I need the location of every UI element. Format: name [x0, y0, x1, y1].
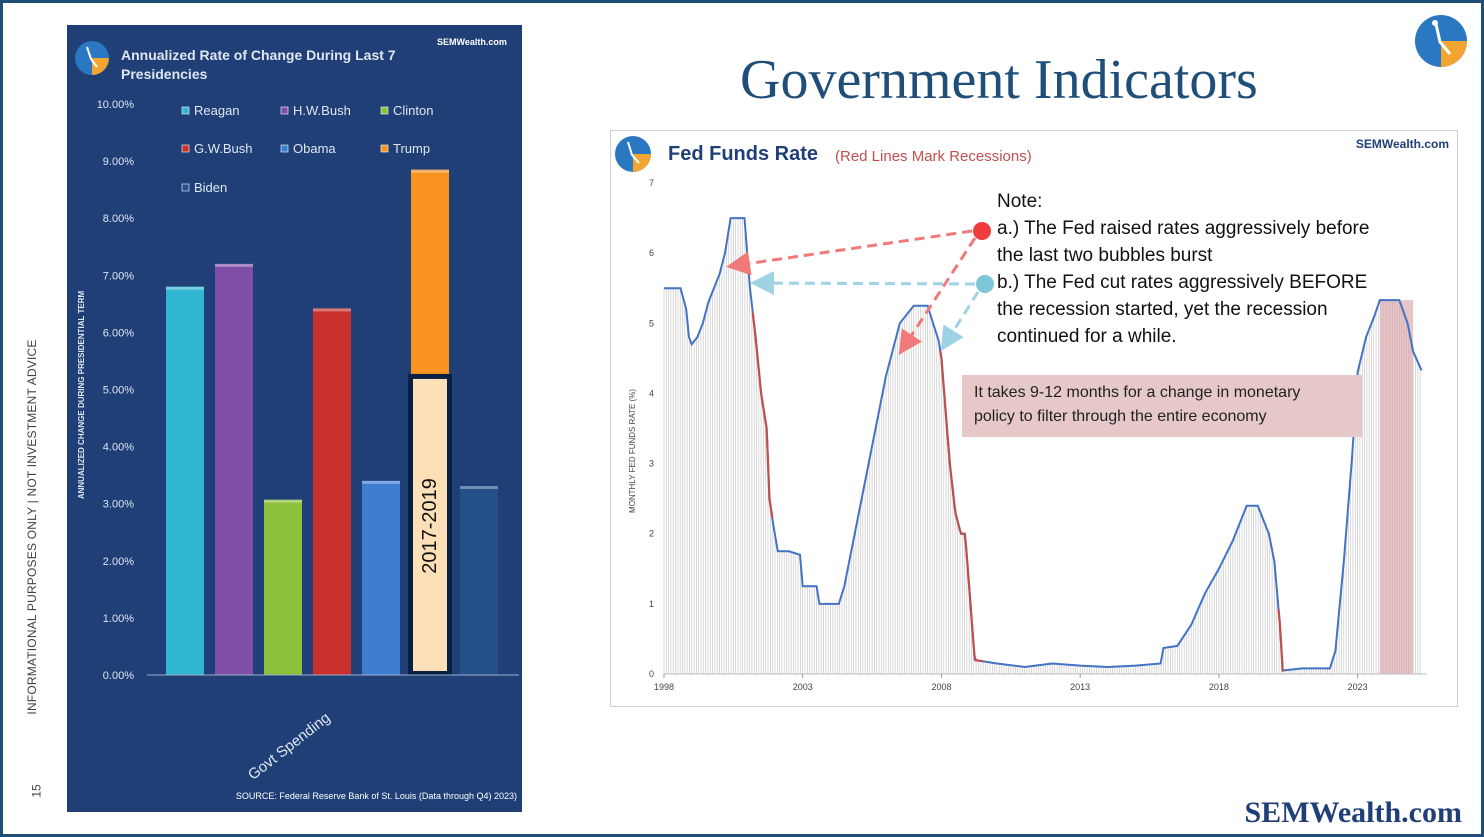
- y-tick-label: 2.00%: [103, 556, 134, 568]
- monthly-rate-bars: [663, 218, 1421, 674]
- legend-label-trump[interactable]: Trump: [393, 141, 430, 156]
- note-b-line3: continued for a while.: [997, 326, 1177, 347]
- fed-x-tick-label: 2013: [1070, 682, 1090, 692]
- y-axis-title: ANNUALIZED CHANGE DURING PRESIDENTIAL TE…: [77, 291, 86, 500]
- legend-label-gwbush[interactable]: G.W.Bush: [194, 141, 253, 156]
- fed-y-tick-label: 5: [649, 318, 654, 328]
- legend-label-clinton[interactable]: Clinton: [393, 103, 433, 118]
- bar-reagan[interactable]: [166, 286, 204, 675]
- fed-x-tick-label: 2018: [1209, 682, 1229, 692]
- monetary-policy-note: It takes 9-12 months for a change in mon…: [962, 375, 1362, 437]
- note-b-line2: the recession started, yet the recession: [997, 299, 1328, 320]
- bar-obama[interactable]: [362, 480, 400, 675]
- bar-highlight: [313, 308, 351, 312]
- bar-highlight: [362, 480, 400, 484]
- y-tick-label: 9.00%: [103, 156, 134, 168]
- monetary-line1: It takes 9-12 months for a change in mon…: [974, 384, 1301, 401]
- chart-site-label: SEMWealth.com: [437, 37, 507, 47]
- y-tick-label: 1.00%: [103, 613, 134, 625]
- fed-x-tick-label: 2023: [1348, 682, 1368, 692]
- fed-logo-icon: [615, 136, 651, 172]
- bar-clinton[interactable]: [264, 499, 302, 675]
- legend-label-hwbush[interactable]: H.W.Bush: [293, 103, 351, 118]
- semwealth-logo-icon: [1415, 15, 1467, 67]
- source-note: SOURCE: Federal Reserve Bank of St. Loui…: [236, 791, 517, 801]
- chart-title-line1: Annualized Rate of Change During Last 7: [121, 47, 396, 63]
- legend-label-obama[interactable]: Obama: [293, 141, 336, 156]
- logo-icon: [75, 41, 109, 75]
- fed-chart-subtitle: (Red Lines Mark Recessions): [835, 148, 1032, 165]
- recession-segment-3: [1277, 609, 1285, 672]
- y-tick-label: 10.00%: [97, 99, 135, 111]
- legend-swatch: [181, 183, 190, 192]
- fed-site-label: SEMWealth.com: [1355, 137, 1449, 151]
- bar-biden[interactable]: [460, 485, 498, 675]
- shaded-current-period: [1379, 300, 1414, 674]
- legend-swatch: [380, 144, 389, 153]
- note-a-line2: the last two bubbles burst: [997, 245, 1213, 266]
- legend-label-biden[interactable]: Biden: [194, 180, 227, 195]
- legend-swatch: [181, 106, 190, 115]
- fed-y-tick-label: 6: [649, 248, 654, 258]
- legend-swatch: [280, 106, 289, 115]
- fed-y-axis-title: MONTHLY FED FUNDS RATE (%): [628, 389, 637, 513]
- fed-y-tick-label: 3: [649, 459, 654, 469]
- bar-highlight: [460, 485, 498, 489]
- bar-highlight: [264, 499, 302, 503]
- note-heading: Note:: [997, 191, 1043, 212]
- legend-swatch: [380, 106, 389, 115]
- page-number: 15: [29, 784, 44, 798]
- note-a-line1: a.) The Fed raised rates aggressively be…: [997, 218, 1370, 239]
- fed-y-tick-label: 4: [649, 388, 654, 398]
- y-tick-label: 0.00%: [103, 670, 134, 682]
- recession-segment-2: [939, 349, 984, 663]
- annotation-label: 2017-2019: [419, 478, 441, 574]
- bar-gwbush[interactable]: [313, 308, 351, 675]
- brand-footer: SEMWealth.com: [1244, 796, 1463, 829]
- govt-spending-chart-panel: Annualized Rate of Change During Last 7 …: [67, 25, 522, 812]
- fed-y-tick-label: 7: [649, 178, 654, 188]
- y-tick-label: 8.00%: [103, 213, 134, 225]
- fed-chart-title: Fed Funds Rate: [668, 143, 819, 165]
- fed-x-tick-label: 1998: [654, 682, 674, 692]
- fed-y-tick-label: 2: [649, 529, 654, 539]
- fed-y-tick-label: 0: [649, 669, 654, 679]
- fed-x-tick-label: 2008: [931, 682, 951, 692]
- page-title: Government Indicators: [740, 49, 1258, 111]
- chart-title-line2: Presidencies: [121, 66, 208, 82]
- bar-highlight: [166, 286, 204, 290]
- legend-swatch: [181, 144, 190, 153]
- bar-highlight: [215, 263, 253, 267]
- fed-y-tick-label: 1: [649, 599, 654, 609]
- y-tick-label: 5.00%: [103, 385, 134, 397]
- disclaimer-text: INFORMATIONAL PURPOSES ONLY | NOT INVEST…: [25, 339, 39, 715]
- monetary-line2: policy to filter through the entire econ…: [974, 408, 1267, 425]
- note-block: Note: a.) The Fed raised rates aggressiv…: [997, 188, 1369, 350]
- bar-highlight: [411, 169, 449, 173]
- note-b-line1: b.) The Fed cut rates aggressively BEFOR…: [997, 272, 1368, 293]
- fed-x-tick-label: 2003: [793, 682, 813, 692]
- govt-spending-chart: Annualized Rate of Change During Last 7 …: [75, 37, 519, 801]
- annotation-box: [413, 378, 447, 671]
- x-axis-category-label: Govt Spending: [245, 709, 334, 784]
- legend-swatch: [280, 144, 289, 153]
- y-tick-label: 6.00%: [103, 327, 134, 339]
- bar-hwbush[interactable]: [215, 263, 253, 675]
- legend-label-reagan[interactable]: Reagan: [194, 103, 240, 118]
- recession-segment-1: [751, 312, 774, 518]
- y-tick-label: 7.00%: [103, 270, 134, 282]
- y-tick-label: 4.00%: [103, 442, 134, 454]
- y-tick-label: 3.00%: [103, 499, 134, 511]
